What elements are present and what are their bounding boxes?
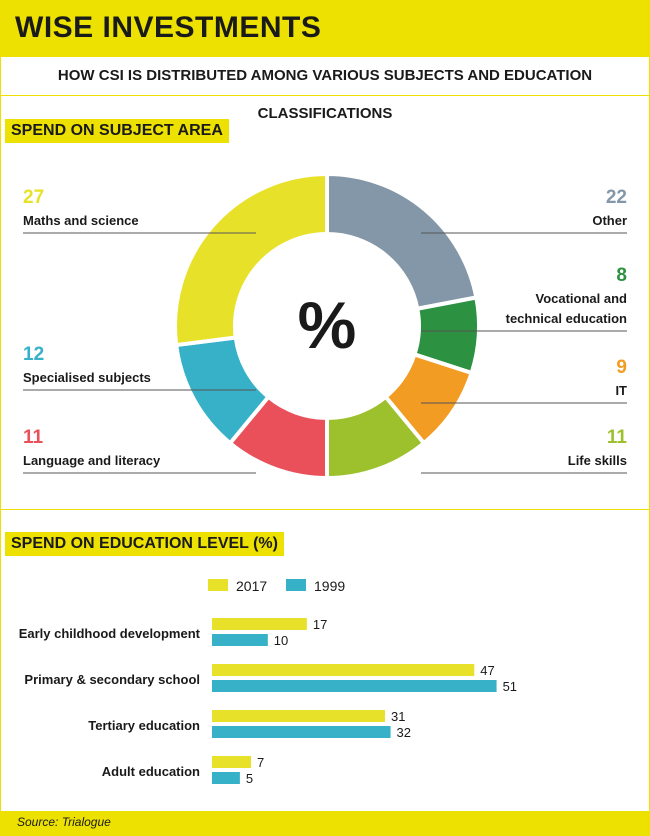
label-it: IT bbox=[615, 383, 627, 398]
legend-swatch-1999 bbox=[286, 579, 306, 591]
value-it: 9 bbox=[616, 357, 627, 378]
label-vocational-and-technical-education: technical education bbox=[506, 311, 627, 326]
bar-chart: 2017 1999 Early childhood development 17 10 P… bbox=[19, 578, 517, 786]
section-divider bbox=[1, 509, 649, 510]
legend-label-1999: 1999 bbox=[314, 578, 345, 594]
subject-area-chart: % 22 Other 8 Vocational and technical educati… bbox=[1, 161, 649, 501]
source-bar: Source: Trialogue bbox=[1, 811, 649, 835]
bar-primary-secondary-school-2017 bbox=[212, 664, 475, 676]
donut-chart: % 22 Other 8 Vocational and technical educati… bbox=[23, 171, 628, 481]
category-label-early-childhood-development: Early childhood development bbox=[19, 626, 201, 641]
value-other: 22 bbox=[606, 187, 627, 208]
category-label-primary-secondary-school: Primary & secondary school bbox=[24, 672, 200, 687]
bar-value-primary-secondary-school-1999: 51 bbox=[503, 679, 517, 694]
category-label-tertiary-education: Tertiary education bbox=[88, 718, 200, 733]
label-maths-and-science: Maths and science bbox=[23, 213, 139, 228]
bar-tertiary-education-1999 bbox=[212, 726, 391, 738]
label-other: Other bbox=[592, 213, 627, 228]
education-level-chart: 2017 1999 Early childhood development 17 10 P… bbox=[1, 566, 649, 806]
label-vocational-and-technical-education: Vocational and bbox=[536, 291, 628, 306]
value-life-skills: 11 bbox=[607, 427, 628, 448]
page-subtitle: HOW CSI IS DISTRIBUTED AMONG VARIOUS SUB… bbox=[1, 57, 649, 122]
value-specialised-subjects: 12 bbox=[23, 344, 44, 365]
label-language-and-literacy: Language and literacy bbox=[23, 453, 161, 468]
bar-value-adult-education-2017: 7 bbox=[257, 755, 264, 770]
donut-center-label: % bbox=[298, 288, 357, 362]
bar-primary-secondary-school-1999 bbox=[212, 680, 497, 692]
bar-adult-education-1999 bbox=[212, 772, 240, 784]
bar-value-tertiary-education-1999: 32 bbox=[397, 725, 411, 740]
bar-value-early-childhood-development-1999: 10 bbox=[274, 633, 288, 648]
bar-value-adult-education-1999: 5 bbox=[246, 771, 253, 786]
bar-early-childhood-development-2017 bbox=[212, 618, 307, 630]
bar-adult-education-2017 bbox=[212, 756, 252, 768]
bar-value-early-childhood-development-2017: 17 bbox=[313, 617, 327, 632]
page-title: WISE INVESTMENTS bbox=[15, 11, 322, 44]
subject-area-heading: SPEND ON SUBJECT AREA bbox=[5, 119, 229, 143]
source-note: Source: Trialogue bbox=[17, 815, 111, 829]
legend-label-2017: 2017 bbox=[236, 578, 267, 594]
bar-value-primary-secondary-school-2017: 47 bbox=[480, 663, 494, 678]
legend-swatch-2017 bbox=[208, 579, 228, 591]
label-life-skills: Life skills bbox=[568, 453, 627, 468]
value-vocational-and-technical-education: 8 bbox=[616, 265, 627, 286]
slice-maths-and-science bbox=[173, 171, 329, 348]
category-label-adult-education: Adult education bbox=[102, 764, 200, 779]
bar-value-tertiary-education-2017: 31 bbox=[391, 709, 405, 724]
value-language-and-literacy: 11 bbox=[23, 427, 44, 448]
title-bar: WISE INVESTMENTS bbox=[1, 1, 649, 57]
value-maths-and-science: 27 bbox=[23, 187, 44, 208]
label-specialised-subjects: Specialised subjects bbox=[23, 370, 151, 385]
slice-other bbox=[325, 171, 479, 312]
bar-tertiary-education-2017 bbox=[212, 710, 385, 722]
education-level-heading: SPEND ON EDUCATION LEVEL (%) bbox=[5, 532, 284, 556]
bar-early-childhood-development-1999 bbox=[212, 634, 268, 646]
